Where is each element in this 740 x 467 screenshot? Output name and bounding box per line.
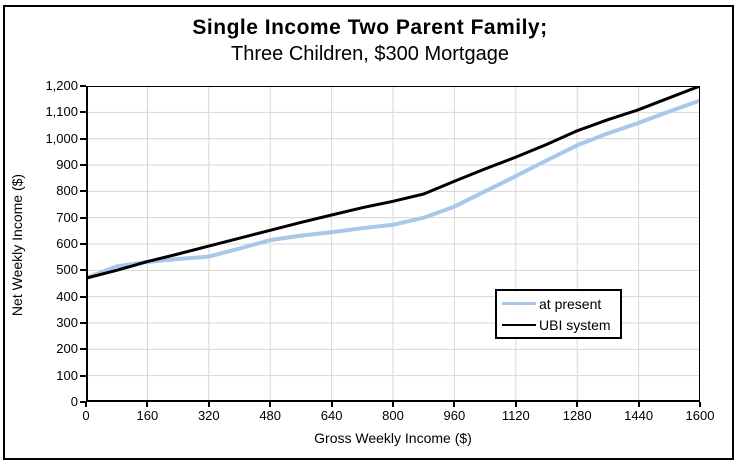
y-axis-title: Net Weekly Income ($): [9, 173, 25, 317]
x-tick-label: 640: [320, 408, 343, 423]
x-tick-mark: [637, 402, 640, 407]
y-tick-label: 100: [56, 367, 78, 383]
x-tick-label: 800: [382, 408, 404, 423]
y-tick-mark: [80, 348, 86, 351]
y-tick-mark: [80, 295, 86, 298]
legend-label-at-present: at present: [539, 295, 602, 312]
y-tick-mark: [80, 322, 86, 324]
legend-item-ubi-system: UBI system: [502, 317, 620, 333]
y-tick-label: 1,100: [45, 104, 78, 120]
plot-area: [86, 86, 700, 402]
x-tick-mark: [330, 402, 333, 407]
x-tick-mark: [576, 402, 579, 407]
x-tick-label: 160: [136, 408, 159, 423]
y-tick-label: 300: [56, 315, 78, 330]
y-tick-mark: [80, 137, 86, 140]
y-tick-label: 0: [70, 394, 78, 409]
y-tick-label: 800: [56, 183, 78, 199]
y-tick-mark: [80, 85, 86, 87]
y-tick-label: 1,000: [45, 130, 78, 146]
x-tick-label: 480: [259, 408, 282, 423]
chart-title-line2: Three Children, $300 Mortgage: [231, 43, 509, 65]
y-tick-label: 900: [56, 157, 78, 172]
at-present-line-sample: [502, 302, 536, 305]
x-tick-label: 1120: [501, 408, 530, 423]
y-tick-label: 700: [56, 209, 78, 225]
plot-svg: [86, 86, 700, 402]
y-tick-mark: [80, 190, 86, 193]
x-tick-mark: [514, 402, 517, 407]
x-tick-label: 1440: [624, 408, 654, 423]
legend-item-at-present: at present: [502, 296, 620, 312]
x-axis-title: Gross Weekly Income ($): [314, 430, 472, 446]
y-tick-mark: [80, 164, 86, 166]
legend-label-ubi-system: UBI system: [539, 316, 611, 333]
x-tick-label: 1280: [562, 408, 592, 423]
y-tick-label: 600: [56, 236, 78, 251]
y-tick-label: 500: [56, 262, 78, 278]
ubi-system-line-sample: [502, 323, 536, 326]
x-tick-mark: [269, 402, 272, 407]
x-tick-label: 1600: [685, 408, 715, 423]
y-tick-mark: [80, 269, 86, 272]
y-tick-label: 1,200: [45, 78, 78, 93]
y-tick-label: 400: [56, 288, 78, 304]
x-tick-mark: [699, 402, 701, 407]
x-tick-label: 960: [443, 408, 466, 423]
y-tick-mark: [80, 374, 86, 377]
x-tick-label: 320: [197, 408, 220, 423]
x-tick-mark: [146, 402, 149, 407]
x-tick-mark: [392, 402, 394, 407]
legend: at present UBI system: [495, 289, 622, 339]
y-tick-mark: [80, 216, 86, 219]
x-tick-mark: [453, 402, 456, 407]
chart-title-line1: Single Income Two Parent Family;: [192, 16, 548, 39]
y-tick-mark: [80, 243, 86, 245]
x-tick-mark: [85, 402, 87, 407]
y-tick-mark: [80, 111, 86, 114]
y-tick-label: 200: [56, 341, 78, 357]
y-tick-mark: [80, 401, 86, 403]
x-tick-label: 0: [82, 408, 90, 423]
x-tick-mark: [207, 402, 210, 407]
